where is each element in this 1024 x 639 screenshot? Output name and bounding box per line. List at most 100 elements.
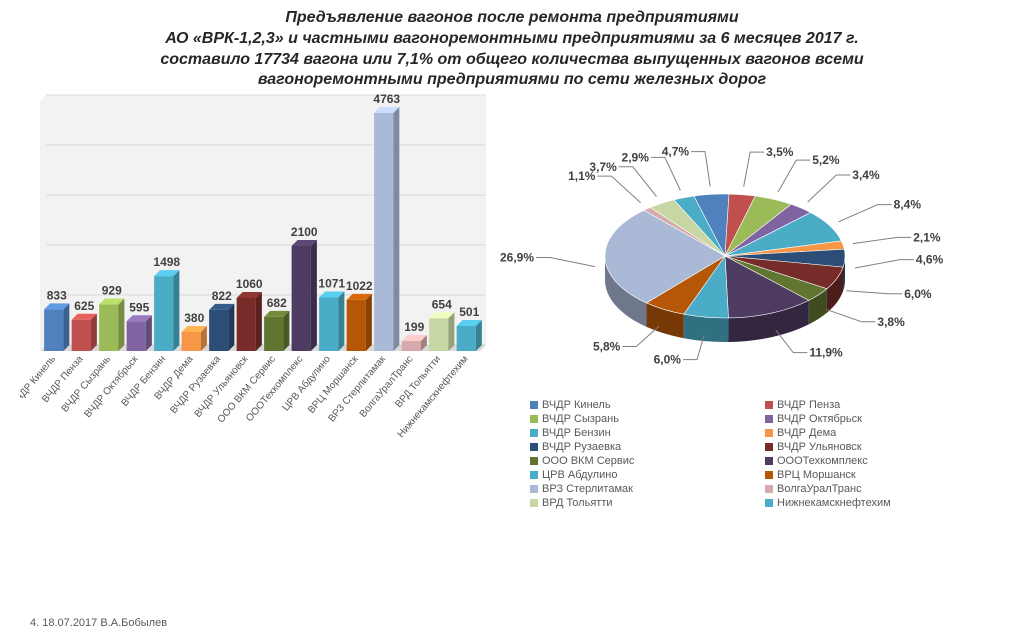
legend-swatch — [765, 415, 773, 423]
legend-label: ВЧДР Рузаевка — [542, 441, 621, 453]
legend-item: ВЧДР Ульяновск — [765, 441, 990, 453]
legend-label: ВРЗ Стерлитамак — [542, 483, 633, 495]
pie-percent-label: 8,4% — [894, 198, 922, 212]
bar — [292, 246, 311, 351]
legend-label: ОООТехкомплекс — [777, 455, 868, 467]
bar-value-label: 2100 — [291, 225, 318, 239]
title-line: Предъявление вагонов после ремонта предп… — [40, 8, 984, 29]
bar — [457, 326, 476, 351]
bar-category-label: ВЧДР Сызрань — [60, 354, 113, 415]
legend-swatch — [530, 457, 538, 465]
pie-leader — [853, 238, 911, 244]
pie-percent-label: 6,0% — [654, 353, 682, 367]
bar — [402, 341, 421, 351]
legend-item: ВРЗ Стерлитамак — [530, 483, 755, 495]
legend-swatch — [530, 471, 538, 479]
bar-value-label: 501 — [459, 305, 479, 319]
title-line: составило 17734 вагона или 7,1% от общег… — [40, 50, 984, 71]
pie-side — [684, 314, 729, 342]
pie-leader — [619, 167, 657, 197]
bar-value-label: 1498 — [153, 255, 180, 269]
legend-item: ОООТехкомплекс — [765, 455, 990, 467]
legend-item: ВЧДР Бензин — [530, 427, 755, 439]
bar-value-label: 833 — [47, 289, 67, 303]
legend-item: ВРД Тольятти — [530, 497, 755, 509]
legend-label: ООО ВКМ Сервис — [542, 455, 634, 467]
legend-label: ВЧДР Пенза — [777, 399, 840, 411]
footer-text: 4. 18.07.2017 В.А.Бобылев — [30, 617, 167, 629]
bar-value-label: 4763 — [373, 92, 400, 106]
bar — [209, 310, 228, 351]
legend-item: Нижнекамскнефтехим — [765, 497, 990, 509]
legend-item: ВЧДР Кинель — [530, 399, 755, 411]
bar — [374, 113, 393, 351]
pie-percent-label: 3,4% — [852, 168, 880, 182]
pie-percent-label: 6,0% — [904, 287, 932, 301]
bar — [319, 298, 338, 352]
legend-item: ВРЦ Моршанск — [765, 469, 990, 481]
pie-percent-label: 5,8% — [593, 340, 621, 354]
legend-swatch — [530, 499, 538, 507]
pie-percent-label: 3,5% — [766, 145, 794, 159]
pie-leader — [838, 205, 891, 222]
legend-swatch — [765, 429, 773, 437]
pie-percent-label: 3,8% — [877, 315, 905, 329]
pie-chart: 4,7%3,5%5,2%3,4%8,4%2,1%4,6%6,0%3,8%11,9… — [490, 101, 1010, 509]
pie-leader — [651, 158, 680, 191]
bar — [264, 317, 283, 351]
legend-label: ВЧДР Октябрьск — [777, 413, 862, 425]
pie-leader — [778, 160, 810, 192]
legend-item: ВолгаУралТранс — [765, 483, 990, 495]
bar — [347, 300, 366, 351]
legend-item: ВЧДР Октябрьск — [765, 413, 990, 425]
legend-label: Нижнекамскнефтехим — [777, 497, 891, 509]
legend-swatch — [765, 471, 773, 479]
bar-value-label: 1060 — [236, 277, 263, 291]
legend-swatch — [530, 443, 538, 451]
bar — [237, 298, 256, 351]
pie-percent-label: 2,9% — [622, 151, 650, 165]
title-line: АО «ВРК-1,2,3» и частными вагоноремонтны… — [40, 29, 984, 50]
legend-label: ВРД Тольятти — [542, 497, 613, 509]
pie-leader — [826, 310, 875, 322]
legend-item: ЦРВ Абдулино — [530, 469, 755, 481]
bar-value-label: 625 — [74, 299, 94, 313]
pie-leader — [597, 176, 640, 203]
bar-value-label: 1071 — [318, 277, 345, 291]
legend-label: ВЧДР Сызрань — [542, 413, 619, 425]
legend-label: ВЧДР Дема — [777, 427, 836, 439]
pie-leader — [855, 260, 914, 268]
bar-value-label: 380 — [184, 311, 204, 325]
bar — [429, 318, 448, 351]
bar-value-label: 1022 — [346, 279, 373, 293]
pie-leader — [536, 258, 595, 267]
bar-value-label: 199 — [404, 320, 424, 334]
pie-leader — [691, 152, 710, 187]
legend-swatch — [765, 401, 773, 409]
legend-swatch — [765, 499, 773, 507]
legend: ВЧДР Кинель ВЧДР Пенза ВЧДР Сызрань ВЧДР Ок… — [530, 399, 990, 509]
legend-item: ООО ВКМ Сервис — [530, 455, 755, 467]
bar — [72, 320, 91, 351]
bar-chart: 8336259295951498380822106068221001071102… — [20, 91, 490, 481]
bar-category-label: ЦРВ Абдулино — [280, 353, 334, 414]
pie-leader — [808, 175, 851, 202]
bar-value-label: 595 — [129, 300, 149, 314]
legend-label: ВЧДР Ульяновск — [777, 441, 862, 453]
legend-label: ЦРВ Абдулино — [542, 469, 617, 481]
legend-item: ВЧДР Рузаевка — [530, 441, 755, 453]
bar-value-label: 822 — [212, 289, 232, 303]
legend-item: ВЧДР Сызрань — [530, 413, 755, 425]
bar-value-label: 929 — [102, 284, 122, 298]
bar-value-label: 654 — [432, 297, 452, 311]
legend-swatch — [530, 401, 538, 409]
page-title: Предъявление вагонов после ремонта предп… — [0, 0, 1024, 91]
legend-swatch — [530, 429, 538, 437]
bar — [44, 310, 63, 352]
legend-item: ВЧДР Пенза — [765, 399, 990, 411]
pie-percent-label: 2,1% — [913, 231, 941, 245]
bar — [154, 276, 173, 351]
bar — [182, 332, 201, 351]
legend-swatch — [765, 485, 773, 493]
pie-leader — [846, 291, 902, 294]
